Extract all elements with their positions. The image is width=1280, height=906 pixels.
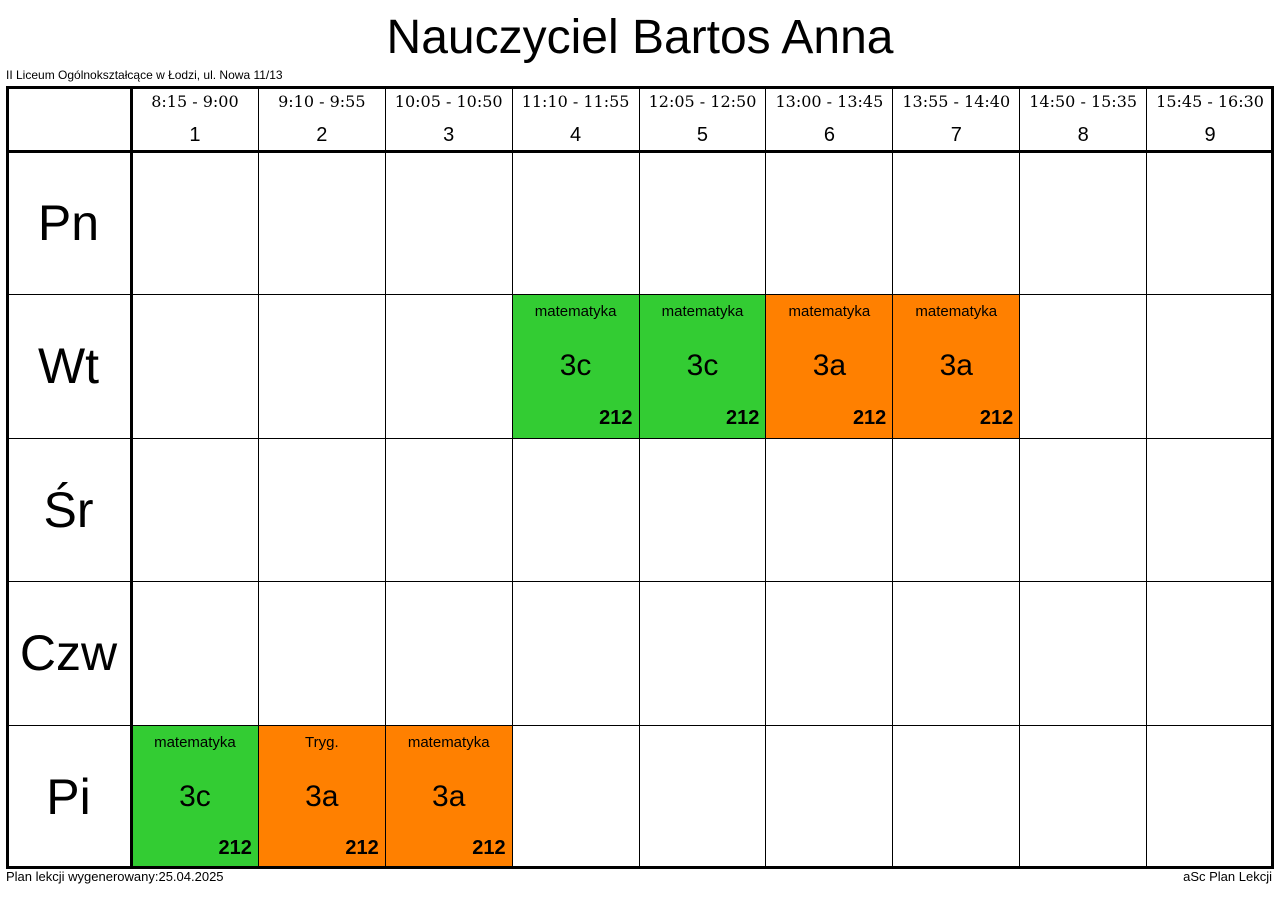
lesson-cell xyxy=(385,438,513,583)
lesson-cell xyxy=(766,582,894,726)
period-time: 14:50 - 15:35 xyxy=(1029,92,1138,111)
period-time: 9:10 - 9:55 xyxy=(278,92,366,111)
lesson-cell xyxy=(893,582,1021,726)
period-number: 3 xyxy=(443,124,455,146)
lesson-cell xyxy=(1020,295,1148,439)
period-time: 12:05 - 12:50 xyxy=(648,92,757,111)
lesson-cell xyxy=(132,295,259,439)
lesson-cell xyxy=(258,152,386,296)
lesson-cell: Tryg. 3a 212 xyxy=(258,725,386,869)
lesson-cell xyxy=(132,438,259,583)
lesson-cell xyxy=(512,582,640,726)
border xyxy=(6,86,1274,869)
title: Nauczyciel Bartos Anna xyxy=(386,11,894,64)
subject: matematyka xyxy=(915,303,998,321)
lesson-cell xyxy=(766,152,894,296)
class-name: 3a xyxy=(939,349,973,383)
lesson-cell xyxy=(385,295,513,439)
lesson-cell xyxy=(132,582,259,726)
subject: matematyka xyxy=(661,303,744,321)
lesson-cell xyxy=(512,152,640,296)
lesson-cell: matematyka 3a 212 xyxy=(385,725,513,869)
period-number: 5 xyxy=(696,124,709,146)
lesson-cell xyxy=(258,438,386,583)
day-label: Pi xyxy=(46,768,91,825)
period-number: 1 xyxy=(189,124,201,146)
lesson-cell: matematyka 3c 212 xyxy=(512,295,640,439)
room: 212 xyxy=(218,836,252,859)
period-time: 13:00 - 13:45 xyxy=(775,92,884,111)
lesson-cell: matematyka 3c 212 xyxy=(639,295,767,439)
period-time: 11:10 - 11:55 xyxy=(521,92,630,111)
lesson-cell xyxy=(1020,438,1148,583)
room: 212 xyxy=(345,836,379,859)
room: 212 xyxy=(599,406,633,429)
period-time: 15:45 - 16:30 xyxy=(1156,92,1264,111)
period-number: 2 xyxy=(316,124,328,146)
day-header: Pn xyxy=(6,152,132,296)
lesson-cell: matematyka 3a 212 xyxy=(893,295,1021,439)
period-number: 4 xyxy=(570,124,582,146)
generated-date: Plan lekcji wygenerowany:25.04.2025 xyxy=(6,869,224,884)
lesson-cell xyxy=(893,152,1021,296)
lesson-cell xyxy=(766,438,894,583)
class-name: 3c xyxy=(559,349,592,383)
class-name: 3a xyxy=(305,779,339,813)
lesson-cell xyxy=(893,438,1021,583)
lesson-cell xyxy=(385,582,513,726)
lesson-cell xyxy=(1020,582,1148,726)
period-number: 6 xyxy=(823,124,835,146)
subject: matematyka xyxy=(534,303,617,321)
room: 212 xyxy=(472,836,506,859)
room: 212 xyxy=(852,406,887,429)
day-label: Wt xyxy=(37,338,100,395)
header-line xyxy=(6,150,1274,153)
period-number: 7 xyxy=(950,124,962,146)
lesson-cell xyxy=(258,582,386,726)
day-label: Pn xyxy=(37,195,100,251)
lesson-cell: matematyka 3c 212 xyxy=(132,725,259,869)
class-name: 3a xyxy=(432,779,466,813)
day-header: Wt xyxy=(6,295,132,439)
lesson-cell xyxy=(385,152,513,296)
lesson-cell xyxy=(258,295,386,439)
room: 212 xyxy=(979,406,1014,429)
lesson-cell xyxy=(132,152,259,296)
class-name: 3a xyxy=(812,349,847,383)
day-header: Śr xyxy=(6,438,132,583)
class-name: 3c xyxy=(686,349,719,383)
day-line xyxy=(130,86,133,869)
room: 212 xyxy=(726,406,760,429)
subject: matematyka xyxy=(788,303,871,321)
day-label: Czw xyxy=(19,625,118,682)
subject: matematyka xyxy=(407,733,490,751)
timetable: 8:15 - 9:00 1 9:10 - 9:55 2 10:05 - 10:50 3 11… xyxy=(6,86,1274,869)
lesson-cell xyxy=(512,438,640,583)
period-time: 13:55 - 14:40 xyxy=(902,92,1011,111)
school-name: II Liceum Ogólnokształcące w Łodzi, ul. … xyxy=(6,68,283,82)
subject: matematyka xyxy=(154,733,236,751)
software-name: aSc Plan Lekcji xyxy=(1183,869,1272,884)
lesson-cell xyxy=(639,438,767,583)
lesson-cell xyxy=(639,582,767,726)
period-time: 10:05 - 10:50 xyxy=(394,92,503,111)
lesson-cell xyxy=(1020,152,1148,296)
period-time: 8:15 - 9:00 xyxy=(151,92,239,111)
day-label: Śr xyxy=(43,481,94,538)
subject: Tryg. xyxy=(305,733,339,751)
period-number: 8 xyxy=(1077,124,1089,146)
class-name: 3c xyxy=(179,779,211,813)
lesson-cell: matematyka 3a 212 xyxy=(766,295,894,439)
lesson-cell xyxy=(639,152,767,296)
period-number: 9 xyxy=(1204,124,1216,146)
